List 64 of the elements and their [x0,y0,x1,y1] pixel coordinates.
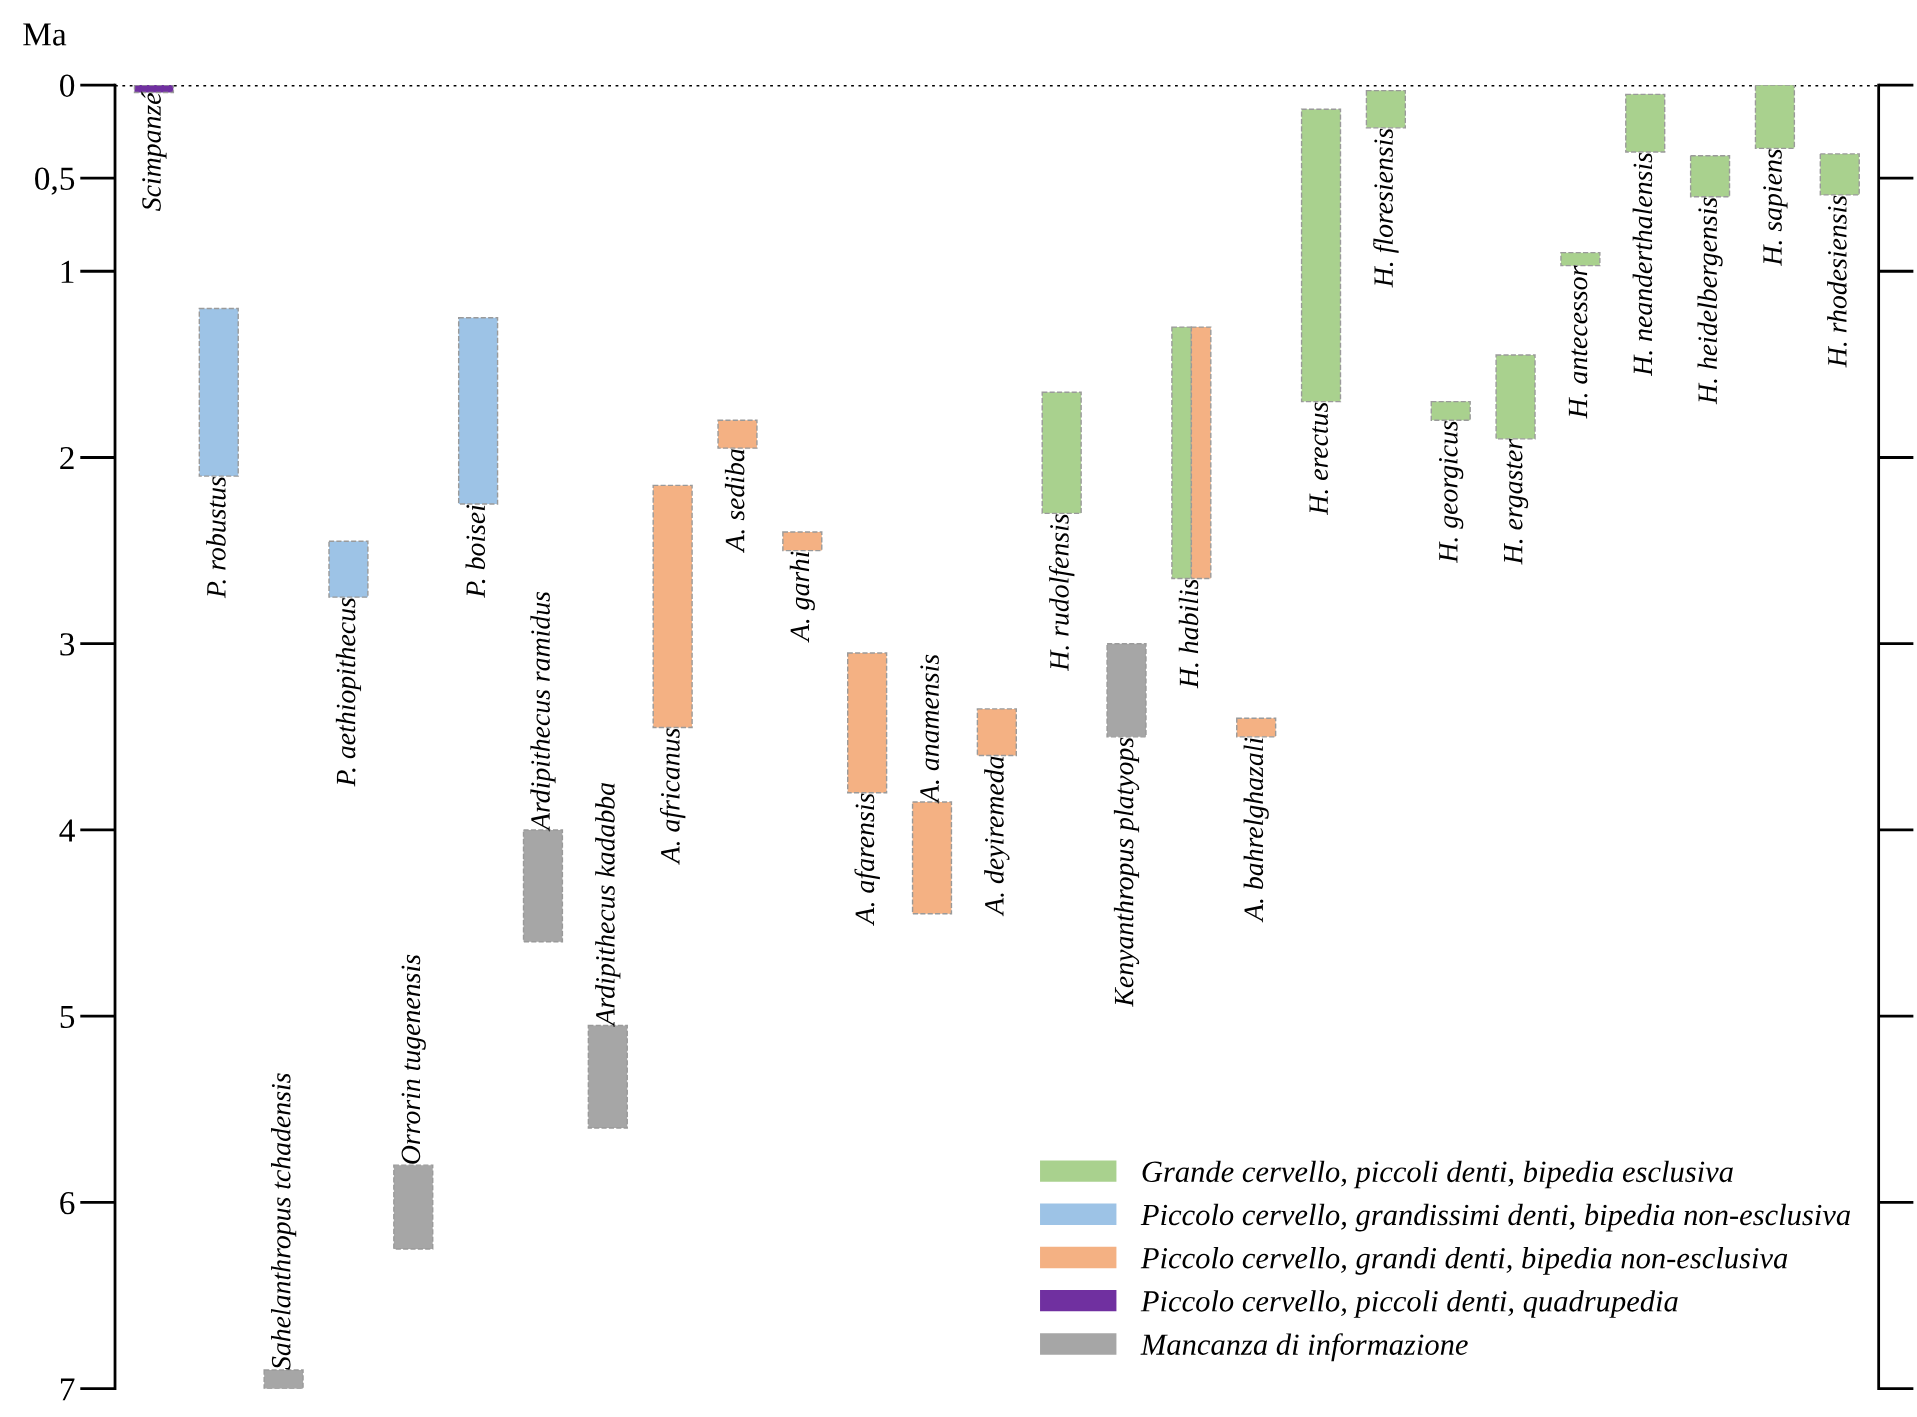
bar [847,652,888,794]
x-tick-label: H. habilis [1178,579,1199,689]
x-tick-label: P. aethiopithecus [335,598,362,787]
y-tick-label: 4 [59,819,75,842]
bar [393,1164,434,1250]
bar [198,307,239,477]
legend-label: Piccolo cervello, grandi denti, bipedia non-esclusiva [1140,1246,1788,1275]
bar [1106,643,1147,738]
y-tick-label: 6 [60,1191,75,1215]
y-tick-label: 5 [60,1005,75,1029]
x-tick-label: H. floresiensis [1373,128,1399,288]
bar [782,531,823,552]
x-tick-label: H. ergaster [1504,438,1529,565]
x-tick-label: H. heidelbergensis [1697,197,1723,405]
bar [457,317,499,505]
bar [1300,108,1342,403]
x-tick-label: Sahelanthropus tchadensis [271,1073,297,1370]
bar [652,484,693,729]
legend-label: Grande cervello, piccoli denti, bipedia esclusiva [1142,1160,1733,1189]
bar [1430,400,1471,421]
bar [1754,85,1796,150]
legend-label: Piccolo cervello, piccoli denti, quadrupedia [1140,1290,1678,1318]
y-tick-label: 0,5 [35,167,75,195]
bar [263,1369,304,1389]
bar [1495,354,1536,440]
bar [1625,93,1666,153]
y-tick-label: 2 [60,446,74,470]
y-tick-label: 0 [60,74,75,97]
x-tick-label: Scimpanzé [141,91,167,211]
x-tick-label: P. robustus [206,476,226,599]
bar [1236,717,1277,738]
legend-label: Piccolo cervello, grandissimi denti, bipedia non-esclusiva [1140,1203,1850,1232]
bar [1560,251,1601,267]
x-tick-label: H. antecessor [1568,265,1588,419]
x-tick-label: Ardipithecus kadabba [595,783,621,1028]
legend-label: Mancanza di informazione [1140,1333,1468,1362]
y-tick-label: 7 [60,1378,75,1401]
x-tick-label: H. georgicus [1439,421,1464,564]
bar [717,419,758,449]
y-axis-title: Ma [23,23,67,46]
x-tick-label: Orrorin tugenensis [401,954,426,1164]
x-tick-label: A. afarensis [854,793,880,926]
x-tick-label: H. rudolfensis [1048,514,1075,672]
y-tick-label: 3 [60,633,75,656]
x-tick-label: A. bahrelghazali [1243,737,1269,923]
bar [1689,155,1731,198]
x-tick-label: Kenyanthropus platyops [1113,737,1140,1007]
x-tick-label: A. anamensis [920,654,940,804]
x-tick-label: H. rhodesiensis [1827,195,1847,368]
x-tick-label: H. erectus [1309,402,1329,516]
bar [1365,89,1407,129]
x-tick-label: A. africanus [659,728,686,865]
x-tick-label: Ardipithecus ramidus [530,591,556,832]
x-tick-label: A. garhi [789,551,815,643]
bar [1041,391,1082,515]
x-tick-label: A. deyiremeda [984,756,1010,917]
bar [1819,153,1860,196]
y-tick-label: 1 [61,260,74,283]
bar [328,540,369,598]
x-tick-label: A. sediba [724,449,745,554]
x-tick-label: H. neanderthalensis [1632,152,1653,377]
x-tick-label: P. boisei [465,504,486,598]
bar [976,708,1017,757]
x-tick-label: H. sapiens [1763,149,1788,266]
